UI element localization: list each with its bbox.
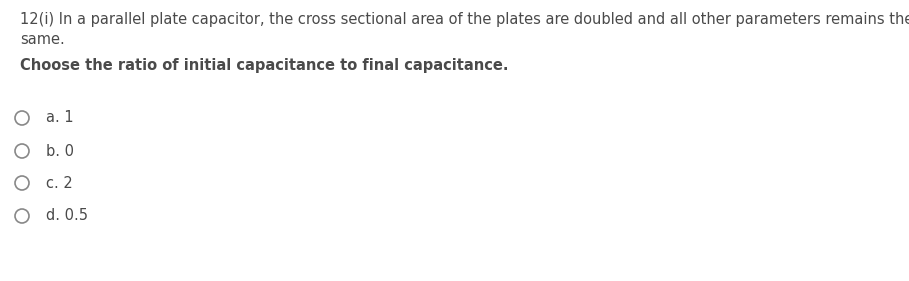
- Text: d. 0.5: d. 0.5: [46, 209, 88, 223]
- Text: c. 2: c. 2: [46, 176, 73, 191]
- Text: b. 0: b. 0: [46, 144, 74, 158]
- Text: a. 1: a. 1: [46, 110, 74, 126]
- Text: Choose the ratio of initial capacitance to final capacitance.: Choose the ratio of initial capacitance …: [20, 58, 508, 73]
- Text: same.: same.: [20, 32, 65, 47]
- Text: 12(i) In a parallel plate capacitor, the cross sectional area of the plates are : 12(i) In a parallel plate capacitor, the…: [20, 12, 909, 27]
